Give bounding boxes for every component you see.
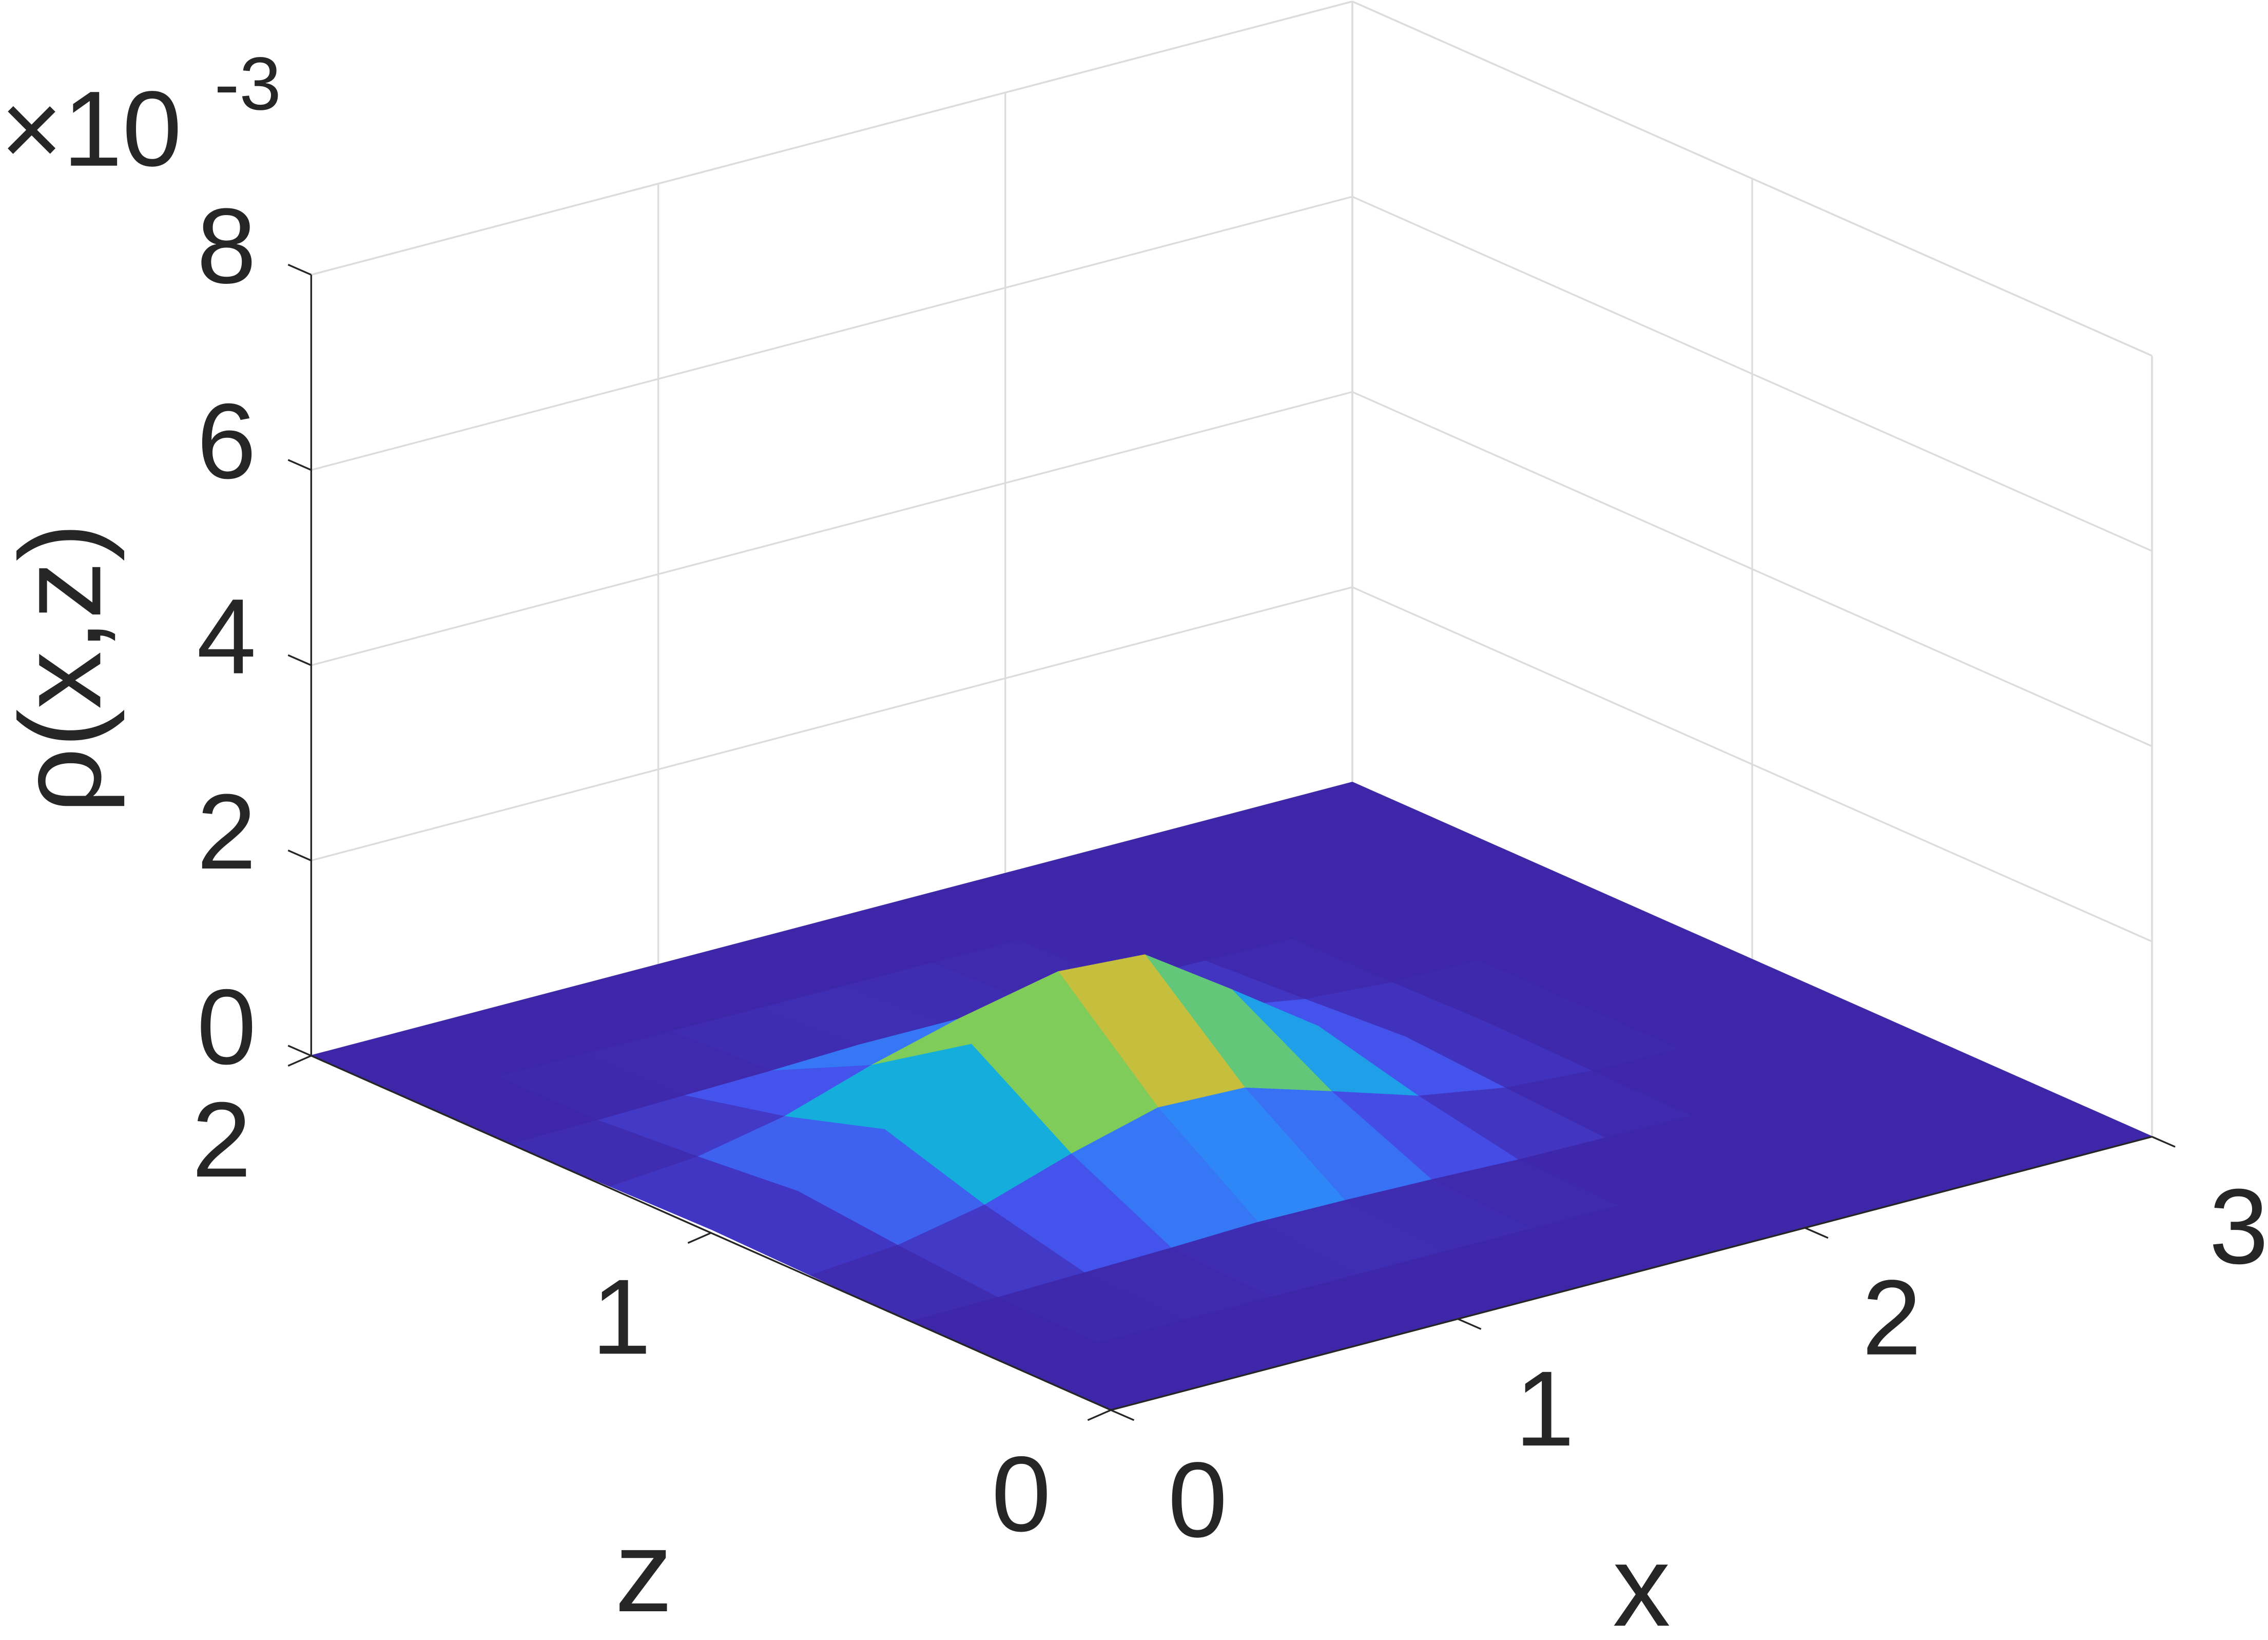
- z-tick: [287, 654, 312, 666]
- grid-line: [311, 196, 1353, 471]
- x-tick: [1457, 1318, 1482, 1330]
- z-tick-label: 2: [197, 772, 256, 892]
- z-tick: [287, 1045, 312, 1057]
- y-tick: [287, 1055, 312, 1067]
- scale-exponent: -3: [215, 42, 281, 126]
- z-axis-title: ρ(x,z): [0, 523, 125, 814]
- z-tick-label: 0: [197, 967, 256, 1087]
- y-tick: [1087, 1409, 1112, 1421]
- z-tick-label: 8: [197, 186, 256, 306]
- x-axis-line: [1110, 1135, 2153, 1411]
- y-tick-label: 1: [592, 1257, 651, 1377]
- x-tick-label: 2: [1862, 1258, 1922, 1378]
- z-tick: [287, 850, 312, 861]
- grid-line: [311, 586, 1353, 862]
- scale-base: ×10: [1, 69, 182, 189]
- grid-line: [311, 391, 1353, 666]
- x-tick: [1110, 1409, 1135, 1421]
- grid-line: [311, 1, 1353, 276]
- surface: [311, 782, 2153, 1411]
- y-axis-title: z: [615, 1507, 673, 1636]
- z-tick-label: 4: [197, 577, 256, 697]
- y-tick-label: 0: [992, 1434, 1051, 1554]
- x-tick-label: 0: [1168, 1440, 1227, 1560]
- y-tick: [687, 1232, 712, 1244]
- z-tick: [287, 459, 312, 471]
- x-tick: [2151, 1135, 2176, 1148]
- x-axis-title: x: [1613, 1521, 1671, 1640]
- x-tick-label: 3: [2209, 1167, 2268, 1286]
- y-tick-label: 2: [192, 1080, 251, 1200]
- x-tick-label: 1: [1515, 1349, 1575, 1469]
- x-tick: [1805, 1227, 1829, 1239]
- z-tick-label: 6: [197, 381, 256, 501]
- z-tick: [287, 264, 312, 276]
